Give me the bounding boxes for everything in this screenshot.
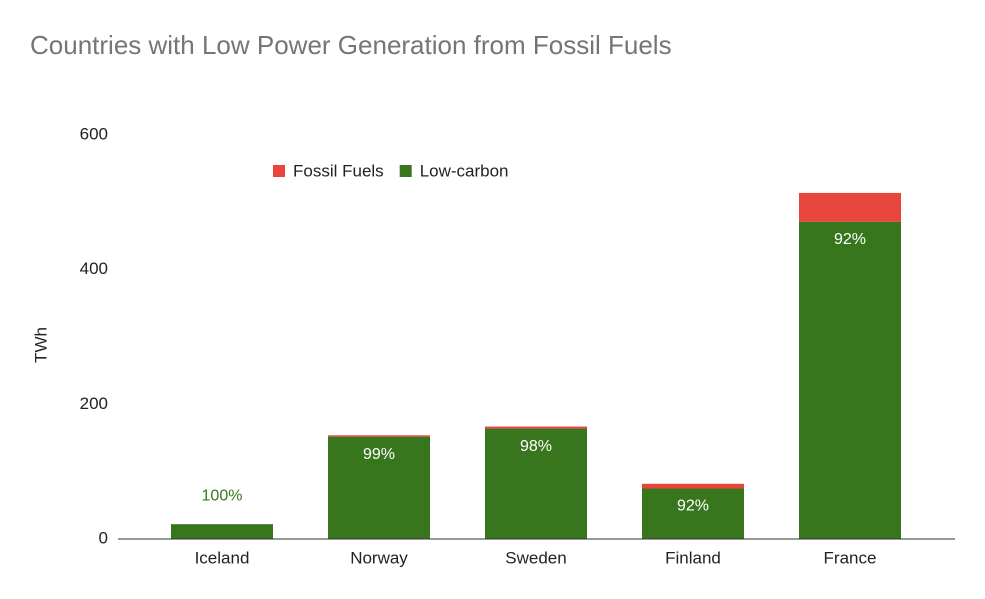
- bar-segment: [485, 426, 587, 429]
- data-label: 92%: [677, 498, 709, 515]
- bar-segment: [799, 192, 901, 222]
- x-tick-label: Iceland: [195, 548, 250, 567]
- bar-segment: [642, 483, 744, 489]
- data-label: 99%: [363, 446, 395, 463]
- y-tick-label: 400: [80, 259, 108, 278]
- data-label: 92%: [834, 231, 866, 248]
- y-axis-label: TWh: [31, 327, 50, 363]
- bar-segment: [171, 524, 273, 539]
- bar-segment: [642, 488, 744, 539]
- legend-label: Fossil Fuels: [293, 161, 384, 180]
- bar-segment: [799, 221, 901, 540]
- x-tick-label: Sweden: [505, 548, 566, 567]
- chart-title: Countries with Low Power Generation from…: [30, 30, 672, 60]
- legend-swatch: [399, 165, 412, 177]
- bar-segment: [328, 435, 430, 437]
- data-label: 98%: [520, 438, 552, 455]
- x-tick-label: Finland: [665, 548, 721, 567]
- bar-segment: [485, 428, 587, 539]
- x-tick-label: France: [824, 548, 877, 567]
- y-tick-label: 0: [99, 528, 108, 547]
- y-tick-label: 600: [80, 124, 108, 143]
- bar-segment: [328, 436, 430, 539]
- x-tick-label: Norway: [350, 548, 408, 567]
- legend-label: Low-carbon: [420, 161, 509, 180]
- y-tick-label: 200: [80, 394, 108, 413]
- data-label: 100%: [202, 487, 243, 504]
- legend-swatch: [273, 165, 285, 177]
